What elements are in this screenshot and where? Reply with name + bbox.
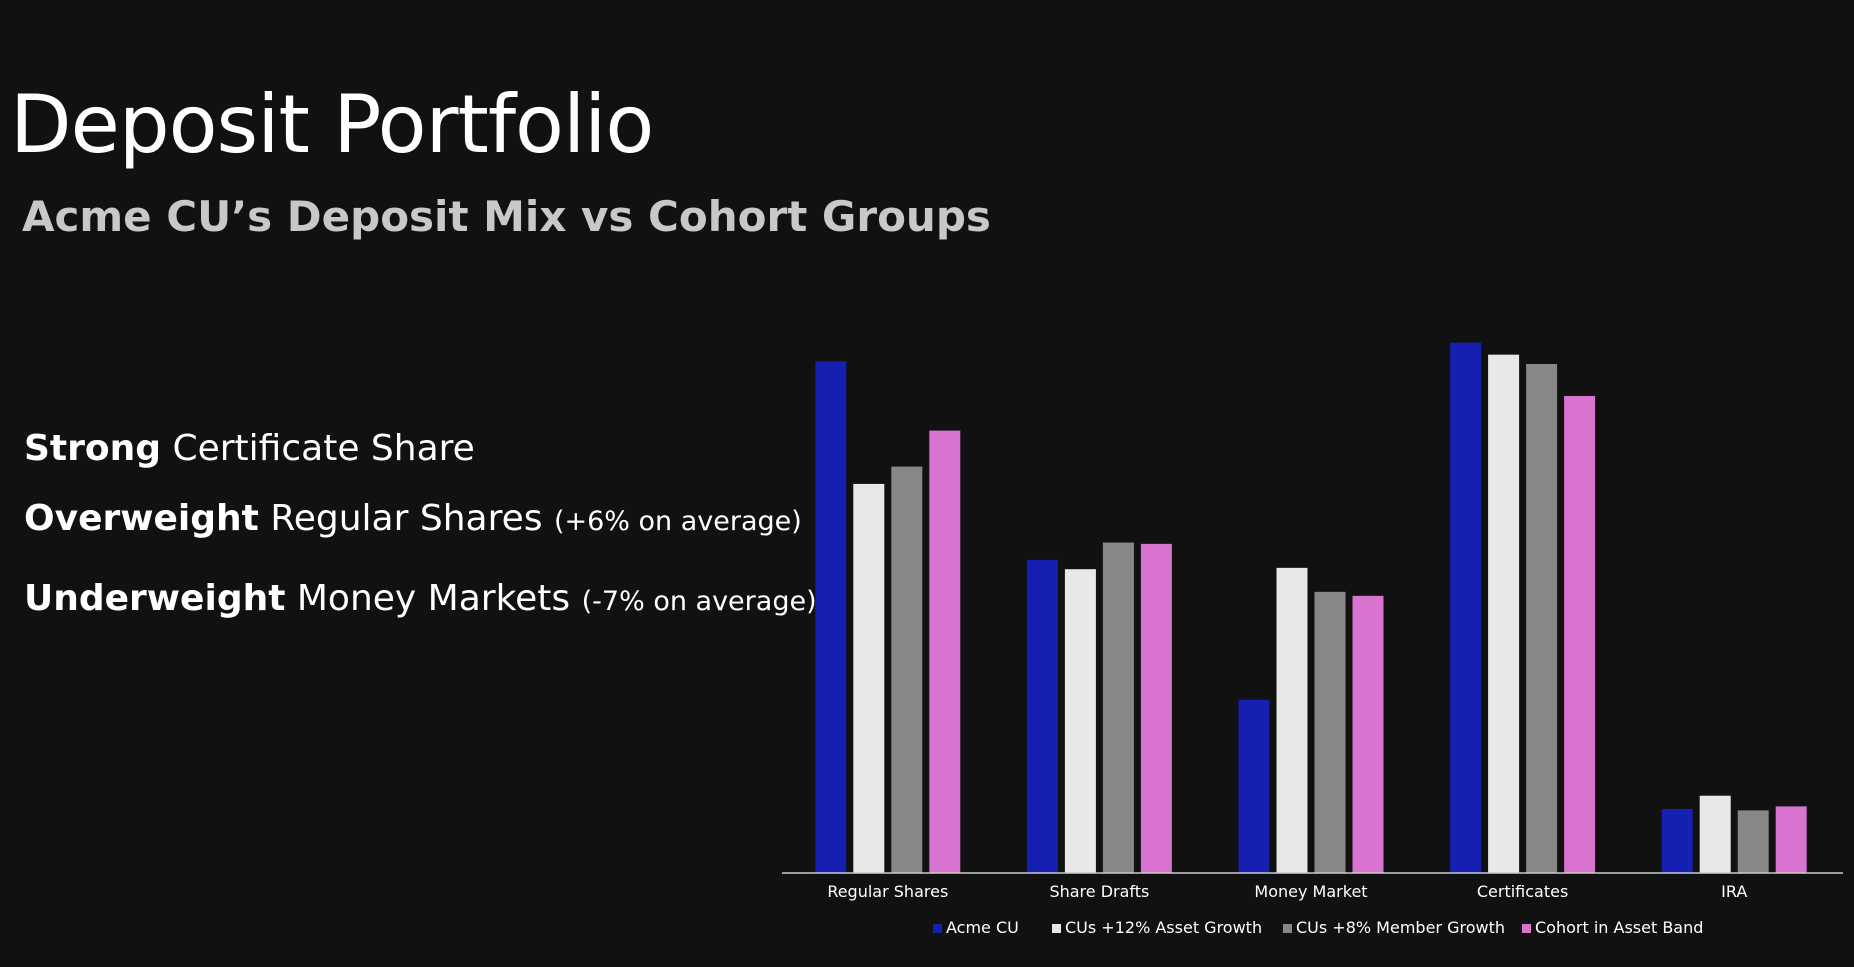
bar-money-market-series-3 bbox=[1314, 591, 1346, 873]
bullet-keyword: Underweight bbox=[24, 578, 286, 619]
bullet-note: (-7% on average) bbox=[581, 586, 817, 617]
bar-ira-series-3 bbox=[1737, 810, 1769, 873]
bar-share-drafts-series-4 bbox=[1140, 543, 1172, 873]
bar-certificates-series-2 bbox=[1488, 354, 1520, 874]
bar-regular-shares-series-1 bbox=[815, 361, 847, 873]
legend-swatch bbox=[1522, 924, 1531, 933]
bar-certificates-series-4 bbox=[1564, 395, 1596, 873]
bullet-keyword: Strong bbox=[24, 428, 162, 469]
legend-label: CUs +8% Member Growth bbox=[1296, 918, 1505, 937]
legend-swatch bbox=[1283, 924, 1292, 933]
legend-label: Cohort in Asset Band bbox=[1535, 918, 1703, 937]
bar-regular-shares-series-4 bbox=[929, 430, 961, 873]
bar-regular-shares-series-3 bbox=[891, 466, 923, 873]
bar-money-market-series-4 bbox=[1352, 595, 1384, 873]
bar-share-drafts-series-2 bbox=[1064, 569, 1096, 873]
x-tick-label: Money Market bbox=[1254, 882, 1367, 901]
bar-ira-series-2 bbox=[1699, 795, 1731, 873]
bar-certificates-series-3 bbox=[1526, 363, 1558, 873]
bullet-text: Money Markets bbox=[285, 578, 582, 619]
bar-share-drafts-series-3 bbox=[1102, 542, 1134, 873]
deposit-mix-bar-chart: Regular Shares Share Drafts Money Market Ce… bbox=[782, 342, 1843, 937]
x-tick-label: Regular Shares bbox=[827, 882, 948, 901]
legend-label: CUs +12% Asset Growth bbox=[1065, 918, 1262, 937]
bullet-certificate: Strong Certificate Share bbox=[24, 428, 475, 469]
slide-subtitle: Acme CU’s Deposit Mix vs Cohort Groups bbox=[22, 192, 991, 241]
bullet-text: Regular Shares bbox=[258, 498, 554, 539]
x-tick-label: IRA bbox=[1721, 882, 1747, 901]
bullet-money-markets: Underweight Money Markets (-7% on averag… bbox=[24, 578, 817, 619]
bar-regular-shares-series-2 bbox=[853, 483, 885, 873]
bar-ira-series-1 bbox=[1661, 809, 1693, 873]
bullet-text: Certificate Share bbox=[161, 428, 475, 469]
x-tick-label: Certificates bbox=[1477, 882, 1568, 901]
bullet-note: (+6% on average) bbox=[553, 506, 802, 537]
slide-title: Deposit Portfolio bbox=[10, 78, 654, 171]
legend-swatch bbox=[933, 924, 942, 933]
bar-ira-series-4 bbox=[1775, 806, 1807, 873]
bullet-keyword: Overweight bbox=[24, 498, 259, 539]
bar-share-drafts-series-1 bbox=[1026, 559, 1058, 873]
bar-certificates-series-1 bbox=[1450, 342, 1482, 873]
bullet-regular-shares: Overweight Regular Shares (+6% on averag… bbox=[24, 498, 802, 539]
bar-money-market-series-2 bbox=[1276, 567, 1308, 873]
x-tick-label: Share Drafts bbox=[1049, 882, 1149, 901]
legend-label: Acme CU bbox=[946, 918, 1019, 937]
legend-swatch bbox=[1052, 924, 1061, 933]
bar-money-market-series-1 bbox=[1238, 699, 1270, 873]
